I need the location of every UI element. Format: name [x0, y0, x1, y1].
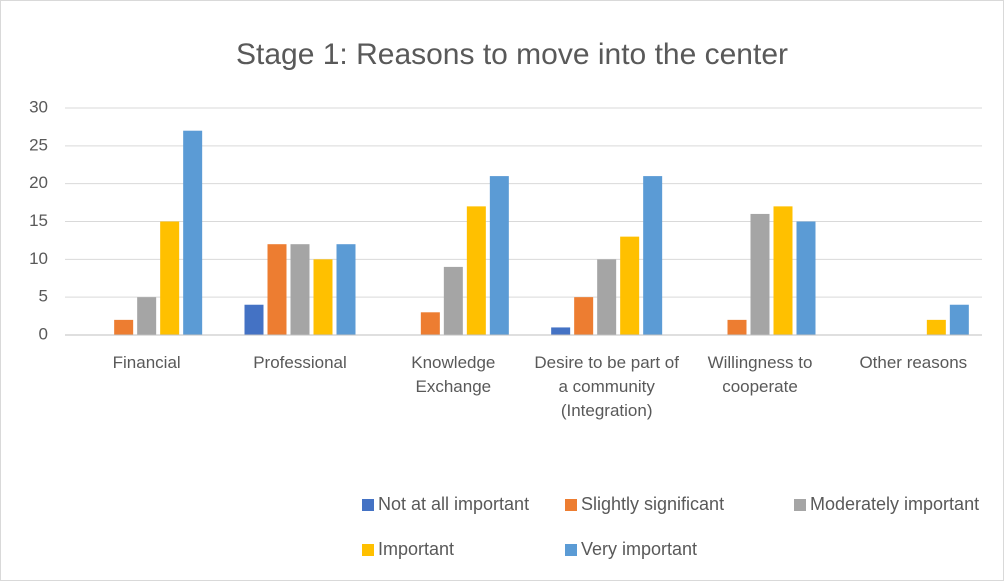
chart-title: Stage 1: Reasons to move into the center — [236, 38, 788, 71]
bar — [183, 130, 203, 335]
bar — [750, 213, 770, 335]
x-tick-label: Professional — [253, 353, 347, 372]
y-tick-label: 0 — [39, 324, 48, 343]
legend-swatch — [565, 544, 577, 556]
x-tick-label: Knowledge Exchange — [411, 353, 495, 396]
bar — [420, 312, 440, 335]
legend-swatch — [794, 499, 806, 511]
legend-label: Important — [378, 539, 454, 559]
legend-label: Slightly significant — [581, 494, 724, 514]
bar — [267, 244, 287, 335]
bar — [727, 319, 747, 335]
bar — [551, 327, 571, 335]
bar — [773, 206, 793, 335]
bar — [290, 244, 310, 335]
y-tick-label: 20 — [29, 173, 48, 192]
y-tick-label: 5 — [39, 287, 48, 306]
bar — [137, 297, 157, 335]
bar — [336, 244, 356, 335]
legend-label: Moderately important — [810, 494, 979, 514]
x-tick-label: Other reasons — [859, 353, 967, 372]
legend-swatch — [565, 499, 577, 511]
bar — [574, 297, 594, 335]
y-tick-label: 15 — [29, 211, 48, 230]
bar — [796, 221, 816, 335]
bar — [244, 304, 264, 335]
bar — [114, 319, 134, 335]
legend-swatch — [362, 499, 374, 511]
legend-label: Not at all important — [378, 494, 529, 514]
y-tick-label: 10 — [29, 249, 48, 268]
y-tick-label: 25 — [29, 135, 48, 154]
x-tick-label: Financial — [113, 353, 181, 372]
bar — [313, 259, 333, 335]
legend-label: Very important — [581, 539, 697, 559]
bar — [597, 259, 617, 335]
bar — [443, 266, 463, 335]
bar — [466, 206, 486, 335]
bar — [926, 319, 946, 335]
bar — [643, 176, 663, 335]
y-tick-label: 30 — [29, 97, 48, 116]
bar — [489, 176, 509, 335]
x-tick-label: Willingness to cooperate — [708, 353, 813, 396]
bar — [160, 221, 180, 335]
legend-swatch — [362, 544, 374, 556]
bar — [949, 304, 969, 335]
x-tick-label: Desire to be part of a community (Integrat… — [534, 353, 679, 420]
bar — [620, 236, 640, 335]
